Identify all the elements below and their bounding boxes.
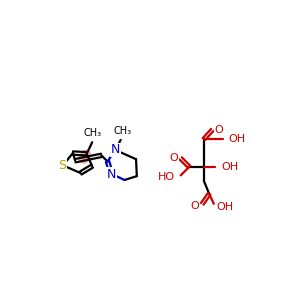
Text: O: O xyxy=(190,201,199,211)
Text: N: N xyxy=(107,168,116,181)
Circle shape xyxy=(81,150,91,161)
Text: CH₃: CH₃ xyxy=(113,126,131,136)
Text: O: O xyxy=(214,125,223,135)
Text: N: N xyxy=(111,143,120,157)
Text: OH: OH xyxy=(216,202,233,212)
Circle shape xyxy=(79,154,88,163)
Text: OH: OH xyxy=(221,162,239,172)
Text: O: O xyxy=(169,153,178,163)
Text: HO: HO xyxy=(158,172,175,182)
Text: CH₃: CH₃ xyxy=(83,128,101,138)
Text: S: S xyxy=(58,159,66,172)
Text: OH: OH xyxy=(228,134,246,144)
